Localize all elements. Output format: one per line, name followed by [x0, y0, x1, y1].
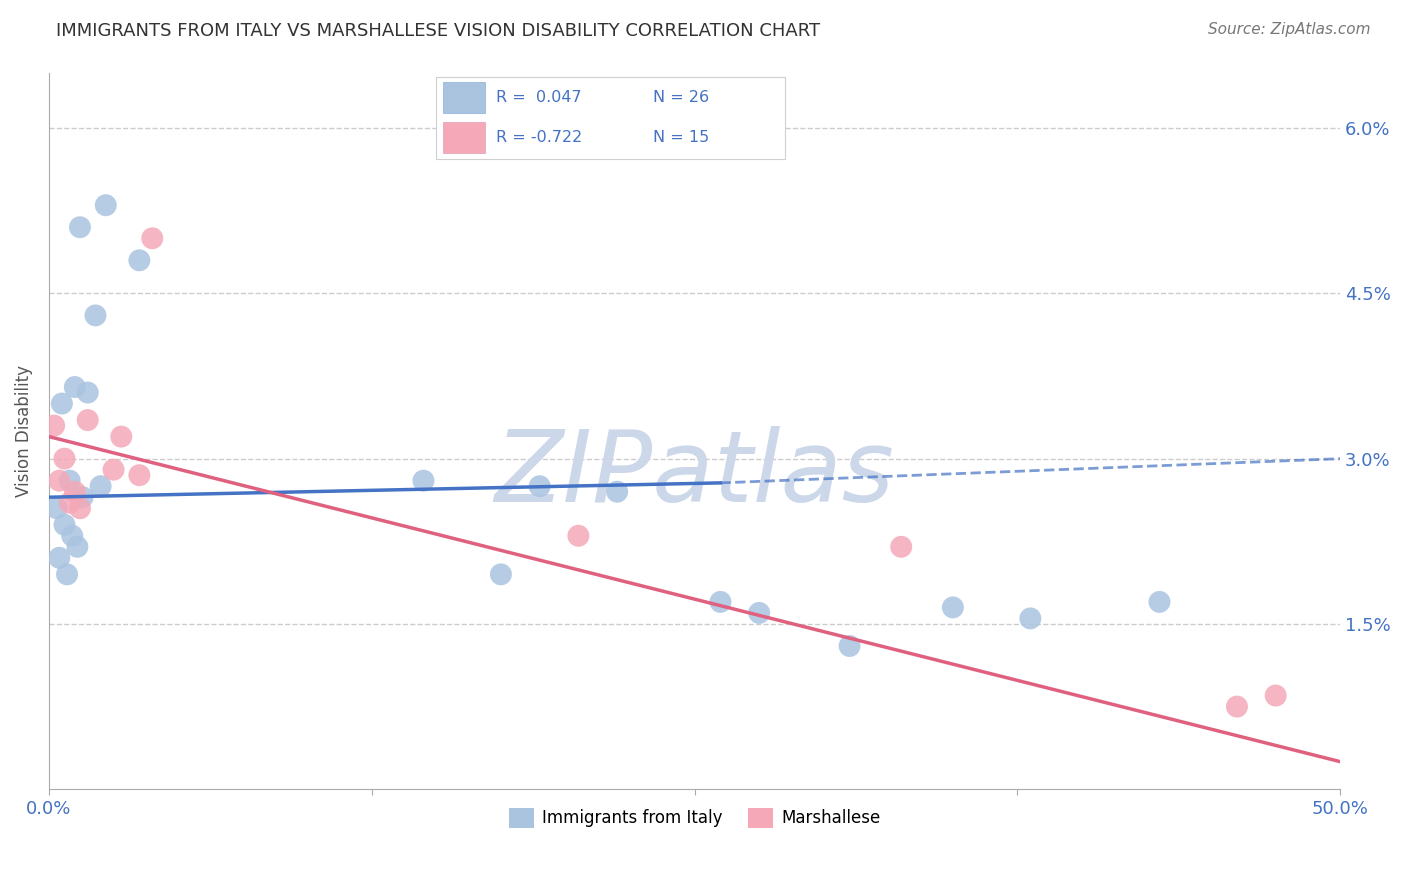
Point [72, 490, 94, 504]
Point [53, 451, 76, 466]
Point [128, 253, 150, 268]
Point [412, 474, 434, 488]
Point [48, 550, 70, 565]
Point [489, 567, 512, 582]
Y-axis label: Vision Disability: Vision Disability [15, 365, 32, 497]
Point [141, 231, 163, 245]
Point [59, 474, 82, 488]
Point [1264, 689, 1286, 703]
Point [48, 474, 70, 488]
Point [1149, 595, 1171, 609]
Point [128, 468, 150, 483]
Point [66, 540, 89, 554]
Point [90, 479, 112, 493]
Point [942, 600, 965, 615]
Point [63, 380, 86, 394]
Point [60, 529, 83, 543]
Point [606, 484, 628, 499]
Point [44, 418, 66, 433]
Point [76, 413, 98, 427]
Point [709, 595, 731, 609]
Point [56, 567, 79, 582]
Point [53, 517, 76, 532]
Text: ZIPatlas: ZIPatlas [495, 425, 894, 523]
Text: Source: ZipAtlas.com: Source: ZipAtlas.com [1208, 22, 1371, 37]
Point [890, 540, 912, 554]
Point [94, 198, 117, 212]
Point [76, 385, 98, 400]
Point [110, 429, 132, 443]
Point [567, 529, 589, 543]
Legend: Immigrants from Italy, Marshallese: Immigrants from Italy, Marshallese [502, 801, 887, 835]
Point [69, 501, 91, 516]
Point [529, 479, 551, 493]
Point [103, 463, 125, 477]
Point [84, 309, 107, 323]
Text: IMMIGRANTS FROM ITALY VS MARSHALLESE VISION DISABILITY CORRELATION CHART: IMMIGRANTS FROM ITALY VS MARSHALLESE VIS… [56, 22, 820, 40]
Point [51, 396, 73, 410]
Point [69, 220, 91, 235]
Point [59, 496, 82, 510]
Point [45, 501, 67, 516]
Point [63, 484, 86, 499]
Point [1019, 611, 1042, 625]
Point [748, 606, 770, 620]
Point [838, 639, 860, 653]
Point [1226, 699, 1249, 714]
